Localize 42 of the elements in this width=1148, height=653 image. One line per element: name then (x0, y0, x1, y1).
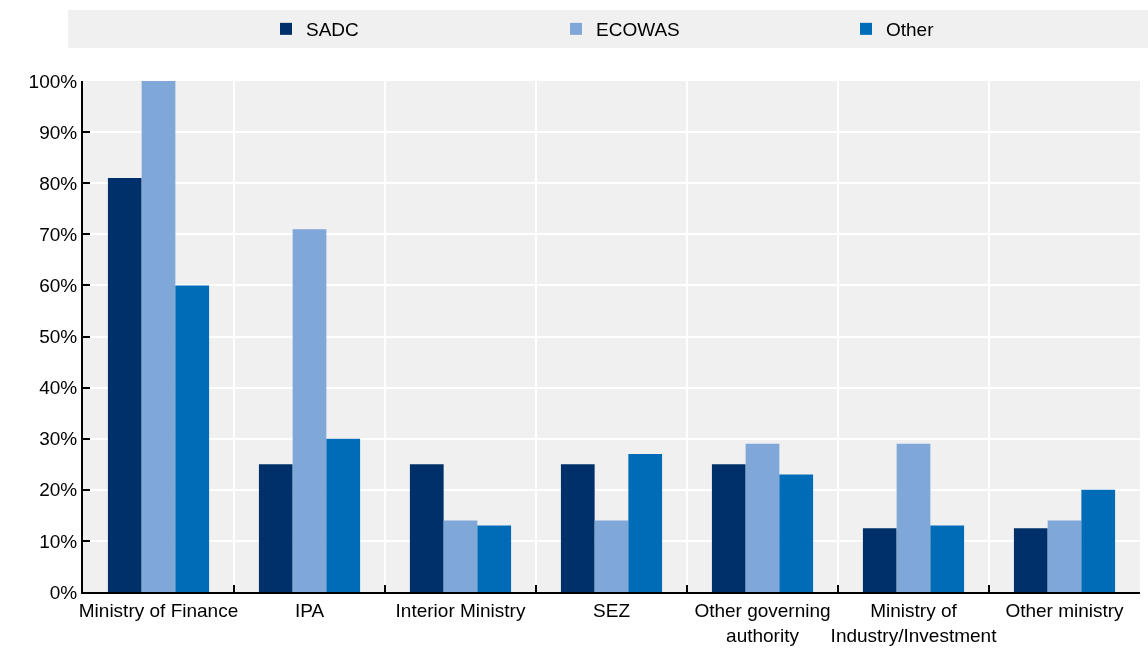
x-tick-label: SEZ (593, 599, 631, 621)
bar (896, 443, 931, 592)
legend-label: Other (886, 19, 935, 41)
bar (711, 464, 746, 592)
bar (258, 464, 293, 592)
y-tick-label: 50% (39, 326, 78, 348)
y-tick-label: 90% (39, 121, 78, 143)
y-tick-label: 100% (28, 70, 78, 92)
bar (326, 438, 361, 592)
bar (779, 474, 814, 592)
x-tick-label: Other governing authority (694, 599, 831, 646)
bar (628, 454, 663, 592)
y-tick-label: 40% (39, 377, 78, 399)
x-tick-label: Ministry of Finance (78, 599, 239, 621)
y-tick-label: 30% (39, 428, 78, 450)
bar (745, 443, 780, 592)
bar (175, 285, 210, 592)
legend-label: SADC (306, 19, 359, 41)
bar (862, 528, 897, 592)
bar (1081, 489, 1116, 592)
bar (107, 178, 142, 592)
bar (594, 520, 629, 592)
bar (409, 464, 444, 592)
x-tick-label: IPA (294, 599, 325, 621)
x-tick-label: Interior Ministry (395, 599, 526, 621)
bar (930, 525, 965, 592)
bar (1047, 520, 1082, 592)
bar (560, 464, 595, 592)
bar (292, 229, 327, 592)
y-tick-label: 20% (39, 479, 78, 501)
bar (1013, 528, 1048, 592)
x-tick-label: Other ministry (1005, 599, 1125, 621)
legend-label: ECOWAS (596, 19, 680, 41)
y-tick-label: 60% (39, 275, 78, 297)
y-tick-label: 70% (39, 223, 78, 245)
y-tick-label: 10% (39, 530, 78, 552)
y-tick-label: 80% (39, 172, 78, 194)
bar (477, 525, 512, 592)
bar (443, 520, 478, 592)
bar (141, 81, 176, 592)
x-tick-label: Ministry of Industry/Investment (830, 599, 998, 646)
y-tick-label: 0% (49, 581, 78, 603)
